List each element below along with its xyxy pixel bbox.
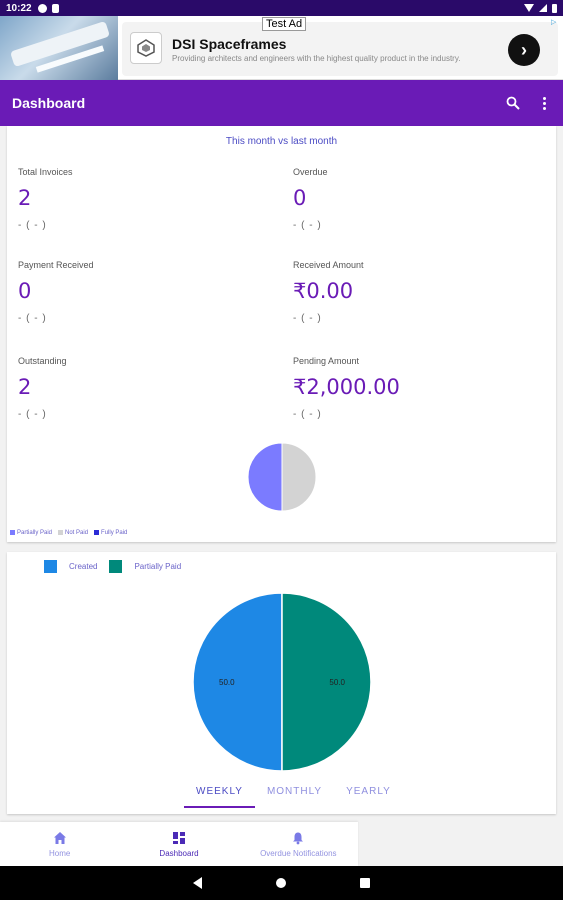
pie-slice-created[interactable] [192, 592, 283, 772]
home-icon [53, 831, 66, 844]
stat-total-invoices[interactable]: Total Invoices 2 - ( - ) [18, 167, 258, 231]
signal-icon [539, 4, 547, 12]
legend-label: Created [69, 562, 98, 571]
comparison-subtitle: This month vs last month [225, 136, 338, 147]
pie-slice-not-paid[interactable] [281, 442, 317, 512]
stat-change: - ( - ) [18, 409, 47, 420]
nav-overdue-notifications[interactable]: Overdue Notifications [239, 822, 358, 866]
page-title: Dashboard [12, 95, 86, 111]
sd-card-icon [51, 3, 59, 13]
home-button-icon[interactable] [276, 878, 286, 888]
payment-status-legend: Partially Paid Not Paid Fully Paid [10, 530, 127, 536]
app-notification-icon [37, 3, 47, 13]
nav-home[interactable]: Home [0, 822, 119, 866]
stat-change: - ( - ) [293, 220, 322, 231]
legend-label: Partially Paid [17, 530, 53, 537]
ad-title: DSI Spaceframes [172, 36, 287, 52]
status-bar: 10:22 [0, 0, 563, 16]
battery-icon [552, 3, 557, 13]
legend-label: Fully Paid [101, 530, 128, 537]
nav-dashboard[interactable]: Dashboard [119, 822, 238, 866]
stat-change: - ( - ) [18, 313, 47, 324]
stat-payment-received[interactable]: Payment Received 0 - ( - ) [18, 260, 258, 324]
tab-weekly[interactable]: WEEKLY [184, 782, 255, 808]
pie-slice-partially-paid[interactable] [281, 592, 372, 772]
ad-label: Test Ad [262, 17, 307, 31]
payment-status-pie-chart[interactable] [247, 442, 317, 512]
bell-icon [293, 832, 304, 844]
legend-label: Not Paid [65, 530, 89, 537]
stat-value: 2 [18, 186, 32, 210]
pie-data-label: 50.0 [329, 678, 345, 687]
stat-change: - ( - ) [293, 313, 322, 324]
recents-icon[interactable] [360, 878, 370, 888]
stat-label: Overdue [293, 167, 328, 177]
ad-logo-icon [130, 32, 162, 64]
nav-label: Overdue Notifications [260, 848, 337, 858]
legend-item: Not Paid [58, 530, 88, 536]
legend-item[interactable]: Created [44, 560, 97, 573]
stat-received-amount[interactable]: Received Amount ₹0.00 - ( - ) [293, 260, 533, 324]
ad-open-button[interactable]: › [508, 34, 540, 66]
dashboard-icon [172, 831, 185, 844]
stat-value: 0 [18, 279, 32, 303]
legend-swatch [94, 530, 100, 535]
tab-yearly[interactable]: YEARLY [346, 786, 391, 797]
pie-slice-partially-paid[interactable] [247, 442, 283, 512]
system-nav-bar [0, 866, 563, 900]
stat-pending-amount[interactable]: Pending Amount ₹2,000.00 - ( - ) [293, 356, 533, 420]
legend-label: Partially Paid [134, 562, 182, 571]
summary-card: This month vs last month Total Invoices … [7, 126, 556, 542]
stat-label: Received Amount [293, 260, 364, 270]
tab-monthly[interactable]: MONTHLY [266, 786, 323, 797]
period-tabs: WEEKLY MONTHLY YEARLY [184, 782, 403, 808]
invoice-status-pie-chart[interactable]: 50.0 50.0 [192, 592, 372, 772]
stat-label: Pending Amount [293, 356, 360, 366]
stat-value: 0 [293, 186, 307, 210]
legend-swatch [10, 530, 15, 535]
ad-banner[interactable]: DSI Spaceframes Providing architects and… [0, 16, 563, 80]
invoice-status-legend: Created Partially Paid [44, 560, 193, 573]
stat-change: - ( - ) [18, 220, 47, 231]
stat-overdue[interactable]: Overdue 0 - ( - ) [293, 167, 533, 231]
stat-value: ₹2,000.00 [293, 375, 400, 399]
search-icon[interactable] [503, 93, 523, 113]
ad-image[interactable] [0, 16, 118, 80]
app-bar: Dashboard [0, 80, 563, 126]
invoice-status-card: Created Partially Paid 50.0 50.0 WEEKLY M… [7, 552, 556, 814]
legend-swatch [44, 560, 57, 573]
legend-item[interactable]: Partially Paid [109, 560, 181, 573]
legend-item: Fully Paid [94, 530, 127, 536]
stat-outstanding[interactable]: Outstanding 2 - ( - ) [18, 356, 258, 420]
bottom-navigation: Home Dashboard Overdue Notifications [0, 822, 358, 866]
legend-swatch [58, 530, 64, 535]
stat-label: Payment Received [18, 260, 94, 270]
status-time: 10:22 [6, 2, 32, 14]
legend-item: Partially Paid [10, 530, 52, 536]
stat-label: Outstanding [18, 356, 67, 366]
stat-value: ₹0.00 [293, 279, 354, 303]
more-vert-icon[interactable] [537, 93, 551, 113]
stat-change: - ( - ) [293, 409, 322, 420]
nav-label: Home [48, 848, 71, 858]
legend-swatch [109, 560, 123, 573]
wifi-icon [524, 4, 534, 12]
stat-label: Total Invoices [18, 167, 73, 177]
ad-description: Providing architects and engineers with … [172, 54, 461, 63]
ad-info-icon[interactable]: ▷ [551, 19, 557, 26]
nav-label: Dashboard [159, 848, 199, 858]
stat-value: 2 [18, 375, 32, 399]
back-icon[interactable] [193, 877, 202, 889]
pie-data-label: 50.0 [219, 678, 235, 687]
ad-card[interactable]: DSI Spaceframes Providing architects and… [122, 22, 558, 76]
